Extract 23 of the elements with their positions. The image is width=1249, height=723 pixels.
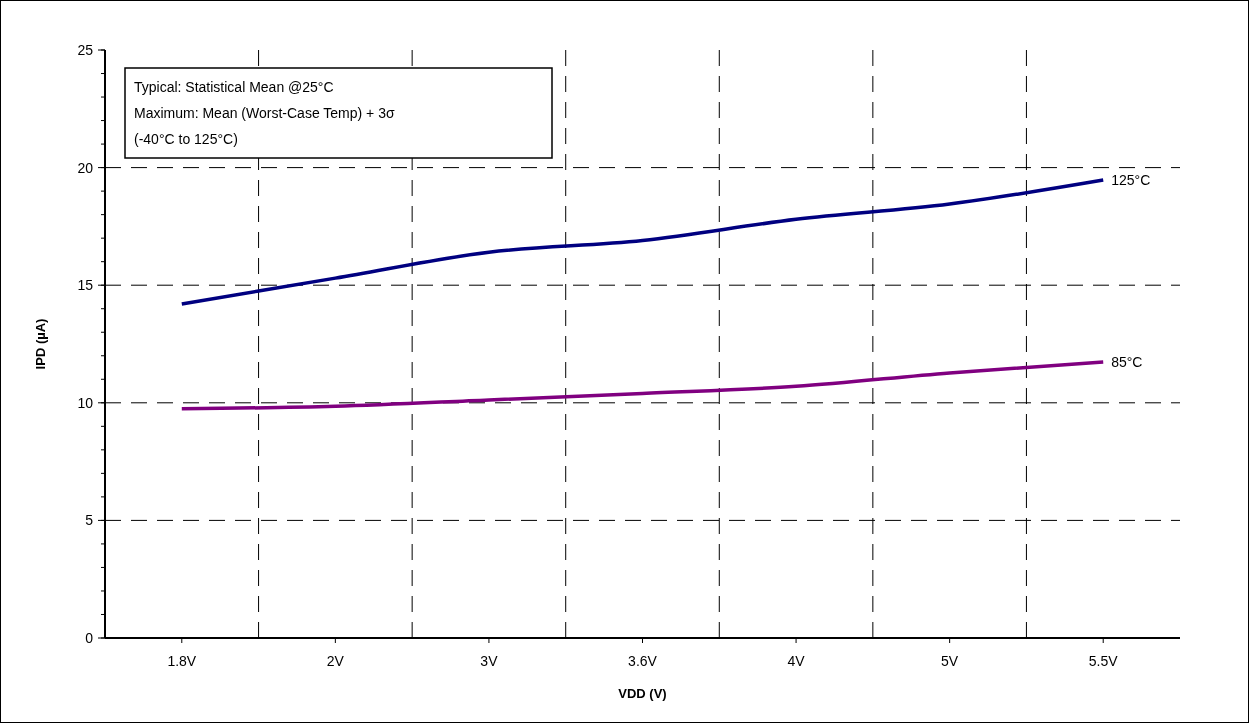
annotation: Typical: Statistical Mean @25°C bbox=[134, 79, 334, 95]
annotation: (-40°C to 125°C) bbox=[134, 131, 238, 147]
annotation: Maximum: Mean (Worst-Case Temp) + 3σ bbox=[134, 105, 395, 121]
note-box: Typical: Statistical Mean @25°C Maximum: Mean (Worst-Case Temp) + 3σ (-40°C to 125°C) bbox=[124, 67, 553, 159]
x-tick-label: 4V bbox=[787, 653, 806, 669]
x-tick-label: 5V bbox=[941, 653, 959, 669]
y-tick-label: 20 bbox=[77, 159, 94, 176]
line-series bbox=[180, 360, 1105, 411]
x-tick-label: 5.5V bbox=[1088, 653, 1119, 669]
x-axis-title: VDD (V) bbox=[618, 686, 667, 701]
series-label: 85°C bbox=[1111, 354, 1143, 371]
y-tick-label: 5 bbox=[85, 512, 94, 529]
y-tick-label: 25 bbox=[77, 42, 94, 58]
line-series bbox=[180, 178, 1105, 306]
y-axis-title: IPD (µA) bbox=[33, 318, 48, 370]
x-tick-label: 1.8V bbox=[167, 653, 197, 669]
y-tick-label: 10 bbox=[77, 394, 94, 411]
x-tick-label: 3.6V bbox=[628, 653, 658, 669]
y-tick-label: 15 bbox=[77, 277, 94, 294]
x-tick-label: 3V bbox=[480, 653, 499, 669]
y-tick-label: 0 bbox=[85, 630, 94, 646]
x-tick-label: 2V bbox=[326, 653, 345, 669]
series-label: 125°C bbox=[1111, 172, 1151, 189]
